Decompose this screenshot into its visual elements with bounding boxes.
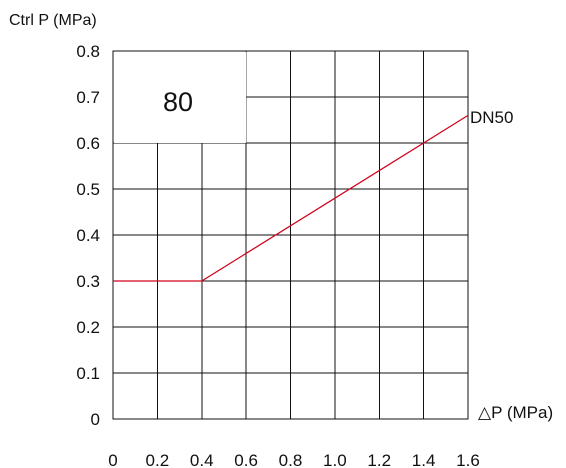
series-line-0: [113, 114, 469, 282]
y-tick-label-7: 0.7: [76, 88, 100, 107]
y-tick-label-5: 0.5: [76, 180, 100, 199]
y-tick-labels: 0 0.1 0.2 0.3 0.4 0.5 0.6 0.7 0.8: [76, 42, 100, 429]
x-tick-label-1: 0.2: [146, 451, 170, 468]
y-tick-label-6: 0.6: [76, 134, 100, 153]
y-tick-label-0: 0: [91, 410, 100, 429]
x-tick-label-8: 1.6: [456, 451, 480, 468]
x-tick-label-7: 1.4: [412, 451, 436, 468]
inset-box: [114, 52, 247, 143]
y-tick-label-3: 0.3: [76, 272, 100, 291]
x-tick-labels: 0 0.2 0.4 0.6 0.8 1.0 1.2 1.4 1.6: [108, 451, 480, 468]
x-tick-label-0: 0: [108, 451, 117, 468]
x-tick-label-5: 1.0: [323, 451, 347, 468]
series-layer: [113, 114, 469, 282]
y-tick-label-1: 0.1: [76, 364, 100, 383]
x-axis-title: △P (MPa): [478, 403, 553, 422]
x-tick-label-2: 0.4: [190, 451, 214, 468]
x-tick-label-3: 0.6: [234, 451, 258, 468]
y-tick-label-2: 0.2: [76, 318, 100, 337]
y-tick-label-8: 0.8: [76, 42, 100, 61]
y-axis-title: Ctrl P (MPa): [9, 12, 97, 29]
x-tick-label-6: 1.2: [367, 451, 391, 468]
y-tick-label-4: 0.4: [76, 226, 100, 245]
x-tick-label-4: 0.8: [279, 451, 303, 468]
inset-label-box: [114, 52, 247, 143]
inset-label: 80: [163, 87, 193, 117]
series-label-dn50: DN50: [470, 108, 513, 127]
